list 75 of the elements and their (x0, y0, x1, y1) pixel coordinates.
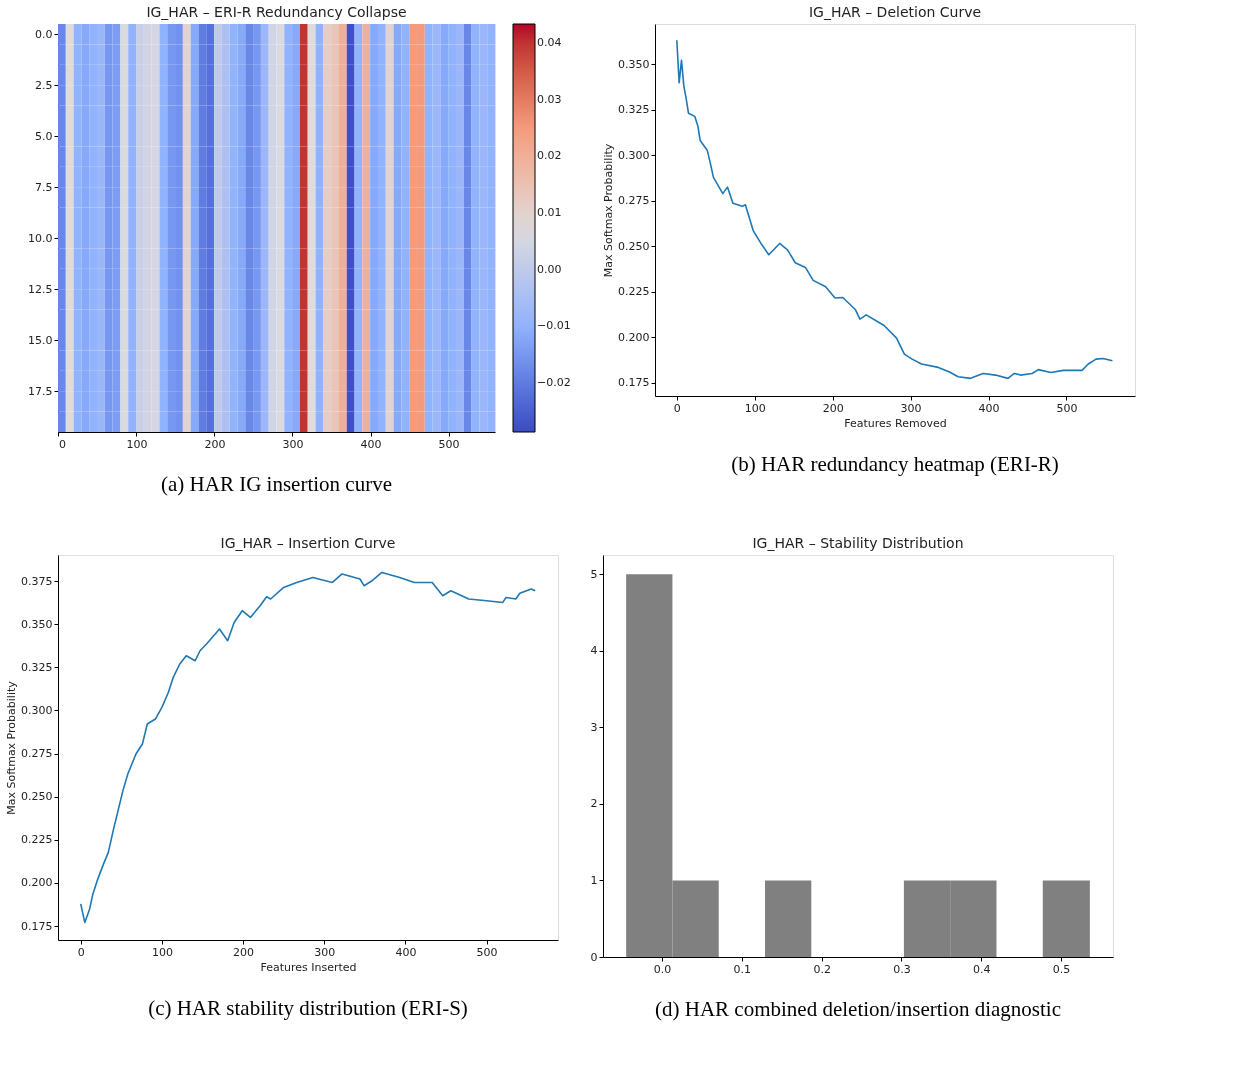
x-tick-label: 0.5 (1052, 962, 1071, 976)
y-tick-label: 12.5 (28, 282, 53, 296)
x-tick-label: 100 (126, 437, 148, 451)
color-bar-label: 0.00 (537, 262, 562, 276)
y-tick-label: 2.5 (35, 78, 53, 92)
x-tick-label: 200 (822, 401, 844, 415)
chart-title: IG_HAR – ERI-R Redundancy Collapse (146, 4, 407, 20)
y-tick-label: 0.325 (618, 103, 650, 117)
y-tick-label: 0.175 (21, 919, 53, 933)
y-tick-label: 0.175 (618, 376, 650, 390)
x-axis-title: Features Inserted (260, 960, 357, 974)
x-axis-title: Features Removed (844, 416, 947, 430)
x-tick-label: 100 (744, 401, 766, 415)
y-tick-label: 0.225 (618, 285, 650, 299)
y-tick-label: 1 (590, 873, 598, 887)
text: (d) HAR combined deletion/insertion diagnostic (655, 997, 1061, 1021)
x-tick-label: 200 (204, 437, 226, 451)
y-tick-label: 3 (590, 720, 598, 734)
x-tick-label: 0.4 (973, 962, 991, 976)
y-axis-title: Max Softmax Probability (602, 143, 616, 278)
text: (b) HAR redundancy heatmap (ERI-R) (731, 452, 1059, 476)
y-tick-label: 0.275 (21, 747, 53, 761)
y-tick-label: 0.300 (21, 703, 53, 717)
x-tick-label: 300 (314, 945, 336, 959)
y-tick-label: 0.250 (618, 239, 650, 253)
y-tick-label: 0.325 (21, 660, 53, 674)
color-bar-label: 0.04 (537, 36, 562, 50)
x-tick-label: 0 (58, 437, 66, 451)
x-tick-label: 500 (1056, 401, 1078, 415)
chart-title: IG_HAR – Stability Distribution (752, 535, 964, 551)
y-tick-label: 0.200 (618, 330, 650, 344)
line-series (79, 571, 537, 924)
y-tick-label: 0.275 (618, 194, 650, 208)
y-tick-label: 0.0 (35, 27, 53, 41)
y-tick-label: 2 (590, 797, 598, 811)
text: (c) HAR stability distribution (ERI-S) (148, 996, 468, 1020)
line-series (676, 39, 1114, 380)
color-bar-label: 0.01 (537, 206, 562, 219)
y-tick-label: 0.300 (618, 148, 650, 162)
y-tick-label: 0.250 (21, 790, 53, 804)
y-tick-label: 5.0 (35, 129, 53, 143)
chart-title: IG_HAR – Deletion Curve (808, 4, 982, 20)
x-tick-label: 500 (438, 437, 460, 451)
color-bar-label: 0.03 (537, 92, 562, 106)
x-tick-label: 0.2 (813, 962, 831, 976)
y-tick-label: 0.200 (21, 876, 53, 890)
color-bar-label: −0.01 (537, 319, 571, 333)
chart-title: IG_HAR – Insertion Curve (220, 535, 396, 551)
x-tick-label: 300 (282, 437, 304, 451)
x-tick-label: 400 (978, 401, 1000, 415)
x-tick-label: 200 (233, 945, 255, 959)
y-tick-label: 0.350 (618, 57, 650, 71)
x-tick-label: 400 (395, 945, 417, 959)
x-tick-label: 0 (673, 401, 681, 415)
x-tick-label: 0.3 (893, 962, 911, 976)
x-tick-label: 0 (77, 945, 85, 959)
x-tick-label: 400 (360, 437, 382, 451)
x-tick-label: 100 (151, 945, 173, 959)
y-tick-label: 7.5 (35, 180, 53, 194)
y-tick-label: 0.225 (21, 833, 53, 847)
y-tick-label: 15.0 (28, 333, 53, 347)
x-tick-label: 0.0 (653, 962, 672, 976)
color-bar-label: −0.02 (537, 375, 571, 389)
text: (a) HAR IG insertion curve (161, 472, 392, 496)
y-tick-label: 0.350 (21, 617, 53, 631)
x-tick-label: 0.1 (733, 962, 752, 976)
color-bar-label: 0.02 (537, 149, 562, 163)
y-tick-label: 5 (590, 567, 598, 581)
y-tick-label: 4 (590, 644, 598, 658)
x-tick-label: 300 (900, 401, 922, 415)
y-axis-title: Max Softmax Probability (5, 680, 19, 815)
y-tick-label: 0.375 (21, 574, 53, 588)
y-tick-label: 17.5 (28, 384, 53, 398)
y-tick-label: 10.0 (28, 231, 53, 245)
x-tick-label: 500 (476, 945, 498, 959)
